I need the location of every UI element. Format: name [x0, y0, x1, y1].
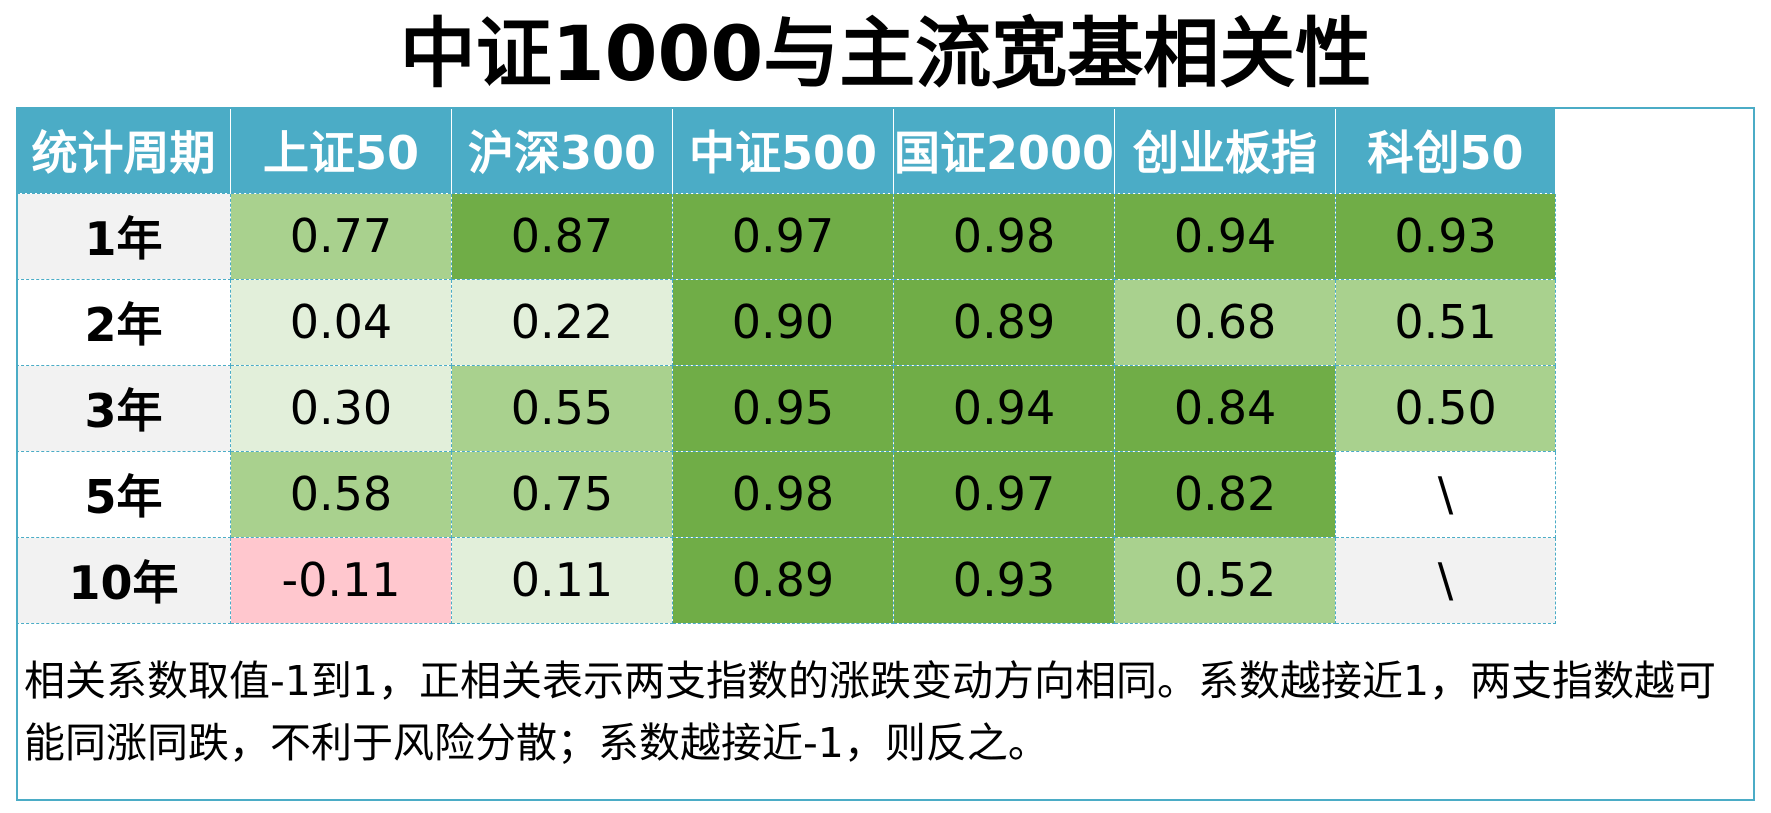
correlation-cell: \ — [1335, 450, 1557, 538]
table-body: 1年 0.77 0.87 0.97 0.98 0.94 0.93 2年 0.04 0.22 0.90… — [16, 192, 1557, 624]
header-csi300: 沪深300 — [451, 107, 673, 193]
footnote: 相关系数取值-1到1，正相关表示两支指数的涨跌变动方向相同。系数越接近1，两支指… — [24, 657, 1717, 767]
correlation-cell: 0.30 — [230, 364, 452, 452]
table-row: 3年 0.30 0.55 0.95 0.94 0.84 0.50 — [16, 364, 1557, 452]
correlation-cell: 0.98 — [672, 450, 894, 538]
correlation-cell: 0.90 — [672, 278, 894, 366]
correlation-cell: 0.93 — [892, 536, 1116, 624]
period-cell: 3年 — [16, 364, 231, 452]
correlation-cell: 0.89 — [672, 536, 894, 624]
correlation-cell: -0.11 — [230, 536, 452, 624]
header-csi500: 中证500 — [672, 107, 894, 193]
correlation-cell: 0.22 — [451, 278, 673, 366]
correlation-cell: 0.95 — [672, 364, 894, 452]
correlation-cell: 0.04 — [230, 278, 452, 366]
correlation-cell: 0.97 — [892, 450, 1116, 538]
header-sse50: 上证50 — [230, 107, 452, 193]
correlation-cell: 0.51 — [1335, 278, 1557, 366]
correlation-cell: 0.55 — [451, 364, 673, 452]
period-cell: 2年 — [16, 278, 231, 366]
correlation-cell: 0.84 — [1114, 364, 1337, 452]
correlation-cell: 0.58 — [230, 450, 452, 538]
correlation-cell: 0.93 — [1335, 192, 1557, 280]
correlation-table: 统计周期 上证50 沪深300 中证500 国证2000 创业板指 科创50 1… — [16, 107, 1557, 624]
correlation-cell: 0.50 — [1335, 364, 1557, 452]
correlation-cell: 0.98 — [892, 192, 1116, 280]
page-title: 中证1000与主流宽基相关性 — [399, 9, 1372, 98]
correlation-cell: 0.89 — [892, 278, 1116, 366]
header-period: 统计周期 — [16, 107, 231, 193]
correlation-cell: 0.97 — [672, 192, 894, 280]
correlation-cell: 0.68 — [1114, 278, 1337, 366]
period-cell: 10年 — [16, 536, 231, 624]
correlation-cell: 0.77 — [230, 192, 452, 280]
correlation-cell: 0.94 — [892, 364, 1116, 452]
header-chinext: 创业板指 — [1114, 107, 1337, 193]
correlation-cell: 0.82 — [1114, 450, 1337, 538]
header-cni2000: 国证2000 — [892, 107, 1116, 193]
period-cell: 5年 — [16, 450, 231, 538]
table-row: 10年 -0.11 0.11 0.89 0.93 0.52 \ — [16, 536, 1557, 624]
correlation-cell: 0.52 — [1114, 536, 1337, 624]
correlation-cell: \ — [1335, 536, 1557, 624]
table-frame — [16, 107, 1755, 801]
table-header-row: 统计周期 上证50 沪深300 中证500 国证2000 创业板指 科创50 — [16, 107, 1557, 193]
correlation-cell: 0.75 — [451, 450, 673, 538]
table-row: 5年 0.58 0.75 0.98 0.97 0.82 \ — [16, 450, 1557, 538]
correlation-cell: 0.11 — [451, 536, 673, 624]
period-cell: 1年 — [16, 192, 231, 280]
table-row: 2年 0.04 0.22 0.90 0.89 0.68 0.51 — [16, 278, 1557, 366]
correlation-cell: 0.87 — [451, 192, 673, 280]
header-star50: 科创50 — [1335, 107, 1557, 193]
